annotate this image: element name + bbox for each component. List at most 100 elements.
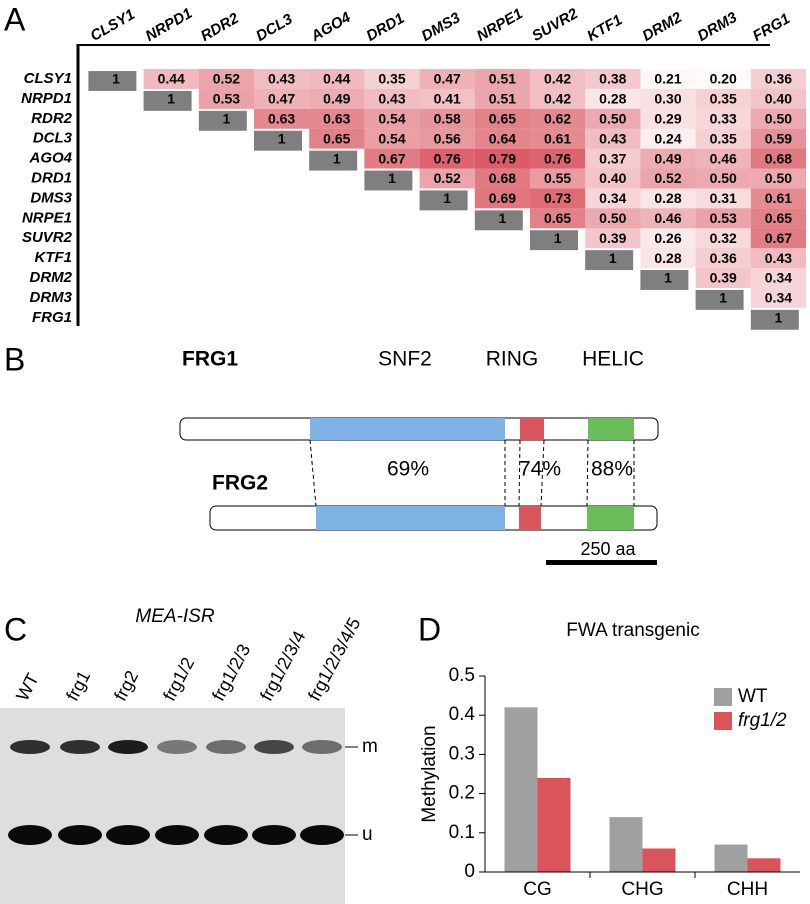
row-label: DCL3 — [33, 130, 73, 147]
cell — [474, 148, 530, 169]
cell-value: 0.44 — [323, 71, 350, 87]
cell — [419, 128, 475, 149]
diagonal-cell — [364, 170, 413, 191]
cell-value: 0.29 — [654, 111, 681, 127]
cell — [585, 128, 641, 149]
lane-label: WT — [12, 670, 43, 704]
cell-value: 0.35 — [710, 130, 737, 146]
cell — [309, 69, 365, 89]
cell — [364, 108, 420, 129]
bar — [714, 844, 748, 872]
cell — [640, 88, 696, 109]
domain — [520, 418, 544, 440]
diagonal-cell — [640, 270, 689, 290]
cell — [419, 168, 475, 189]
cell-value: 0.43 — [268, 71, 295, 87]
cell — [474, 188, 530, 209]
alignment-line — [309, 439, 317, 507]
band — [204, 825, 248, 845]
cell-value: 0.39 — [710, 270, 737, 286]
diagonal-cell — [88, 71, 137, 91]
cell — [364, 148, 420, 169]
cell-value: 0.65 — [544, 210, 571, 226]
cell-value: 0.41 — [434, 91, 461, 107]
diagonal-cell — [419, 190, 468, 211]
cell-value: 1 — [223, 111, 231, 127]
cell-value: 0.63 — [268, 111, 295, 127]
bar — [609, 817, 643, 872]
cell-value: 0.46 — [654, 210, 681, 226]
cell — [750, 268, 806, 288]
column-label: DRM2 — [639, 9, 685, 45]
cell-value: 1 — [333, 150, 341, 166]
domain — [587, 506, 634, 530]
cell-value: 0.52 — [213, 71, 240, 87]
cell — [364, 69, 420, 89]
cell-value: 0.51 — [489, 91, 516, 107]
correlation-matrix: CLSY1CLSY1NRPD1NRPD1RDR2RDR2DCL3DCL3AGO4… — [21, 5, 806, 330]
y-tick-label: 0.5 — [449, 665, 475, 686]
cell — [750, 228, 806, 249]
cell — [585, 168, 641, 189]
bar-chart: FWA transgenic Methylation 0 0.1 0.2 0.3 0.4 0.… — [419, 620, 800, 900]
cell-value: 0.55 — [544, 170, 571, 186]
cell-value: 0.43 — [765, 250, 792, 266]
row-label: SUVR2 — [22, 229, 73, 246]
diagonal-cell — [585, 250, 634, 271]
column-label: FRG1 — [750, 10, 793, 45]
cell-value: 0.67 — [378, 150, 405, 166]
column-label: DCL3 — [253, 10, 296, 45]
y-tick-label: 0.4 — [449, 704, 476, 725]
y-axis-label: Methylation — [419, 725, 440, 822]
cell-value: 0.65 — [323, 130, 350, 146]
row-label: RDR2 — [31, 110, 72, 127]
cell-value: 0.47 — [434, 71, 461, 87]
cell — [695, 128, 751, 149]
cell — [750, 208, 806, 229]
column-label: DRD1 — [363, 10, 407, 45]
lane-label: frg1/2 — [159, 654, 198, 704]
band — [157, 740, 197, 754]
cell — [254, 69, 310, 89]
cell-value: 0.28 — [599, 91, 626, 107]
band — [58, 825, 102, 845]
cell-value: 0.67 — [765, 230, 792, 246]
bar — [504, 707, 538, 872]
cell-value: 0.52 — [654, 170, 681, 186]
band — [206, 740, 246, 754]
cell-value: 0.28 — [654, 190, 681, 206]
row-label: DRD1 — [31, 169, 72, 186]
cell-value: 0.35 — [378, 71, 405, 87]
cell — [419, 148, 475, 169]
cell — [640, 148, 696, 169]
cell — [309, 108, 365, 129]
cell-value: 0.21 — [654, 71, 681, 87]
row-label: CLSY1 — [24, 70, 72, 87]
legend-label: frg1/2 — [738, 710, 787, 731]
band — [252, 825, 296, 845]
cell — [750, 287, 806, 308]
cell — [695, 188, 751, 209]
cell — [585, 208, 641, 229]
cell-value: 0.42 — [544, 91, 571, 107]
cell-value: 0.63 — [323, 111, 350, 127]
cell — [309, 128, 365, 149]
cell-value: 0.33 — [710, 111, 737, 127]
domain — [519, 506, 541, 530]
cell — [474, 128, 530, 149]
cell-value: 0.56 — [434, 130, 461, 146]
cell-value: 0.65 — [765, 210, 792, 226]
cell-value: 0.68 — [765, 150, 792, 166]
column-label: NRPE1 — [474, 5, 526, 45]
y-tick-label: 0.1 — [449, 822, 475, 843]
cell-value: 0.39 — [599, 230, 626, 246]
band — [60, 740, 100, 754]
cell — [750, 188, 806, 209]
cell-value: 1 — [112, 71, 120, 87]
cell — [750, 88, 806, 109]
cell-value: 0.28 — [654, 250, 681, 266]
cell-value: 0.47 — [268, 91, 295, 107]
cell-value: 0.31 — [710, 190, 737, 206]
cell — [419, 69, 475, 89]
cell — [695, 88, 751, 109]
